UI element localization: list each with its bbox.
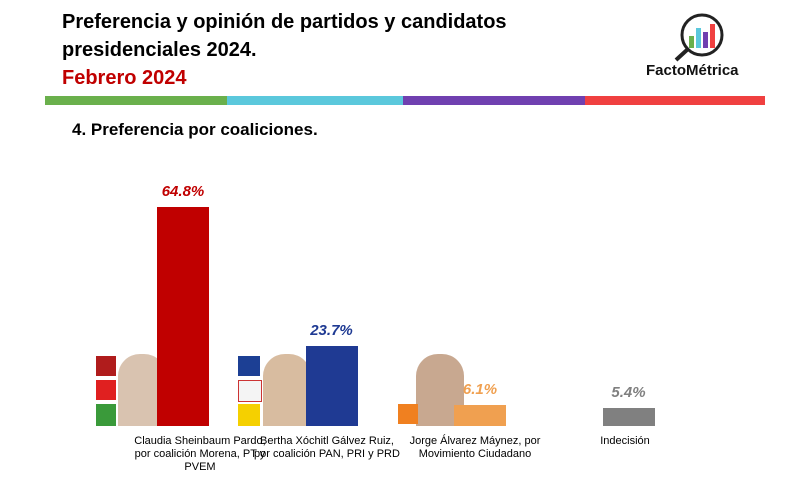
bar <box>602 407 655 426</box>
category-label: Jorge Álvarez Máynez, por Movimiento Ciu… <box>409 435 541 460</box>
bar <box>157 206 209 426</box>
candidate-photo <box>263 354 311 426</box>
bar <box>305 345 358 426</box>
bar <box>454 405 506 426</box>
party-logo <box>238 356 260 376</box>
party-logo <box>96 380 116 400</box>
brand-name: FactoMétrica <box>646 62 739 79</box>
chart-title: 4. Preferencia por coaliciones. <box>72 120 318 139</box>
party-logo <box>398 404 418 424</box>
slide-date: Febrero 2024 <box>62 67 187 89</box>
slide-title: Preferencia y opinión de partidos y cand… <box>62 11 507 61</box>
party-logo <box>238 380 262 402</box>
stripe <box>403 96 585 105</box>
category-label: Indecisión <box>600 435 650 447</box>
value-label: 5.4% <box>611 383 646 401</box>
value-label: 64.8% <box>161 182 205 200</box>
stripe <box>45 96 227 105</box>
party-logo <box>238 404 260 426</box>
stripe <box>227 96 403 105</box>
value-label: 23.7% <box>310 321 353 339</box>
brand-logo <box>674 13 724 62</box>
party-logo <box>96 404 116 426</box>
category-label: Claudia Sheinbaum Pardo, por coalición M… <box>134 435 266 473</box>
party-logo <box>96 356 116 376</box>
stripe <box>585 96 765 105</box>
category-label: Bertha Xóchitl Gálvez Ruiz, por coalició… <box>254 435 400 460</box>
value-label: 6.1% <box>462 381 498 399</box>
